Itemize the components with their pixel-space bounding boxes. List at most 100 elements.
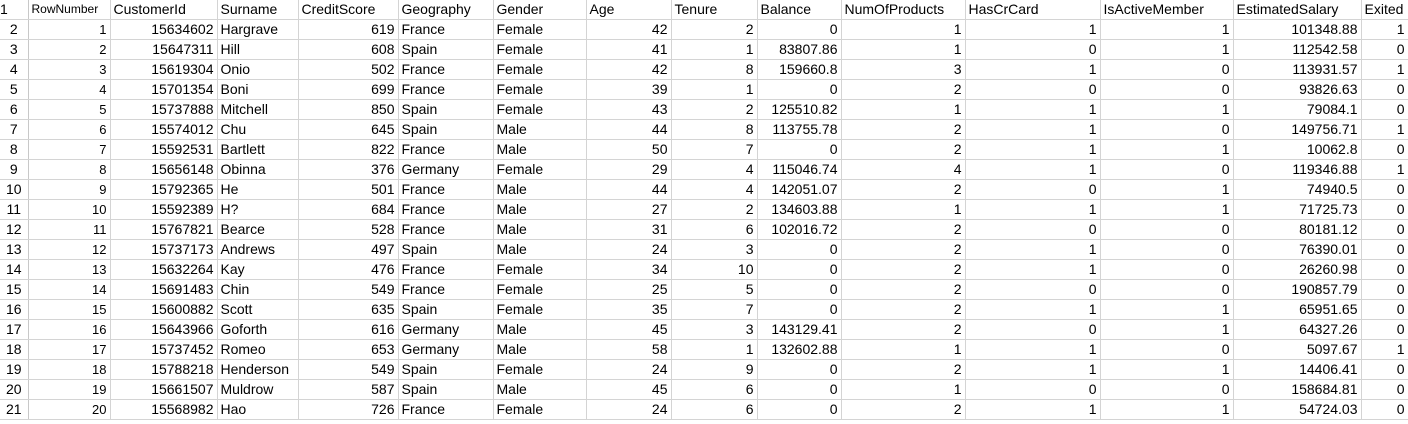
- cell-numofproducts[interactable]: 2: [841, 259, 966, 280]
- cell-hascrcard[interactable]: 1: [965, 159, 1101, 180]
- cell-numofproducts[interactable]: 1: [841, 339, 966, 360]
- cell-geography[interactable]: France: [398, 199, 494, 220]
- cell-tenure[interactable]: 9: [671, 359, 758, 380]
- cell-isactivemember[interactable]: 0: [1100, 259, 1234, 280]
- cell-estimatedsalary[interactable]: 64327.26: [1233, 319, 1362, 340]
- cell-isactivemember[interactable]: 0: [1100, 339, 1234, 360]
- row-header-2[interactable]: 2: [0, 19, 29, 40]
- cell-numofproducts[interactable]: 2: [841, 299, 966, 320]
- cell-balance[interactable]: 0: [757, 399, 842, 420]
- cell-balance[interactable]: 113755.78: [757, 119, 842, 140]
- cell-estimatedsalary[interactable]: 79084.1: [1233, 99, 1362, 120]
- cell-tenure[interactable]: 6: [671, 219, 758, 240]
- cell-rownumber[interactable]: 15: [28, 299, 111, 320]
- cell-customerid[interactable]: 15767821: [110, 219, 218, 240]
- cell-hascrcard[interactable]: 1: [965, 19, 1101, 40]
- cell-estimatedsalary[interactable]: 71725.73: [1233, 199, 1362, 220]
- cell-isactivemember[interactable]: 1: [1100, 199, 1234, 220]
- row-header-17[interactable]: 17: [0, 319, 29, 340]
- cell-balance[interactable]: 0: [757, 379, 842, 400]
- cell-creditscore[interactable]: 501: [298, 179, 399, 200]
- cell-surname[interactable]: Bearce: [217, 219, 299, 240]
- cell-balance[interactable]: 0: [757, 279, 842, 300]
- cell-balance[interactable]: 0: [757, 359, 842, 380]
- row-header-5[interactable]: 5: [0, 79, 29, 100]
- cell-age[interactable]: 43: [586, 99, 672, 120]
- cell-hascrcard[interactable]: 1: [965, 339, 1101, 360]
- cell-geography[interactable]: Spain: [398, 359, 494, 380]
- cell-hascrcard[interactable]: 0: [965, 379, 1101, 400]
- cell-exited[interactable]: 0: [1361, 79, 1408, 100]
- cell-customerid[interactable]: 15656148: [110, 159, 218, 180]
- cell-age[interactable]: 27: [586, 199, 672, 220]
- cell-balance[interactable]: 0: [757, 139, 842, 160]
- cell-numofproducts[interactable]: 1: [841, 99, 966, 120]
- cell-exited[interactable]: 0: [1361, 239, 1408, 260]
- cell-rownumber[interactable]: 11: [28, 219, 111, 240]
- cell-rownumber[interactable]: 20: [28, 399, 111, 420]
- cell-tenure[interactable]: 6: [671, 399, 758, 420]
- cell-exited[interactable]: 1: [1361, 159, 1408, 180]
- cell-numofproducts[interactable]: 2: [841, 139, 966, 160]
- cell-exited[interactable]: 1: [1361, 19, 1408, 40]
- cell-hascrcard[interactable]: 1: [965, 59, 1101, 80]
- cell-surname[interactable]: Hao: [217, 399, 299, 420]
- cell-numofproducts[interactable]: 2: [841, 279, 966, 300]
- cell-rownumber[interactable]: 17: [28, 339, 111, 360]
- cell-rownumber[interactable]: 6: [28, 119, 111, 140]
- cell-numofproducts[interactable]: 4: [841, 159, 966, 180]
- cell-rownumber[interactable]: 9: [28, 179, 111, 200]
- cell-geography[interactable]: Spain: [398, 39, 494, 60]
- cell-rownumber[interactable]: 18: [28, 359, 111, 380]
- cell-exited[interactable]: 0: [1361, 399, 1408, 420]
- cell-age[interactable]: 25: [586, 279, 672, 300]
- cell-rownumber[interactable]: 7: [28, 139, 111, 160]
- cell-exited[interactable]: 0: [1361, 299, 1408, 320]
- row-header-14[interactable]: 14: [0, 259, 29, 280]
- cell-customerid[interactable]: 15661507: [110, 379, 218, 400]
- cell-rownumber[interactable]: 19: [28, 379, 111, 400]
- cell-tenure[interactable]: 1: [671, 39, 758, 60]
- cell-gender[interactable]: Female: [493, 159, 587, 180]
- cell-exited[interactable]: 0: [1361, 219, 1408, 240]
- cell-balance[interactable]: 0: [757, 259, 842, 280]
- cell-estimatedsalary[interactable]: 158684.81: [1233, 379, 1362, 400]
- row-header-13[interactable]: 13: [0, 239, 29, 260]
- cell-surname[interactable]: He: [217, 179, 299, 200]
- cell-estimatedsalary[interactable]: 76390.01: [1233, 239, 1362, 260]
- cell-geography[interactable]: Spain: [398, 119, 494, 140]
- cell-customerid[interactable]: 15737173: [110, 239, 218, 260]
- cell-age[interactable]: 45: [586, 319, 672, 340]
- cell-tenure[interactable]: 6: [671, 379, 758, 400]
- column-header-cell[interactable]: HasCrCard: [965, 0, 1101, 20]
- cell-estimatedsalary[interactable]: 119346.88: [1233, 159, 1362, 180]
- cell-exited[interactable]: 1: [1361, 59, 1408, 80]
- cell-numofproducts[interactable]: 1: [841, 19, 966, 40]
- cell-creditscore[interactable]: 699: [298, 79, 399, 100]
- cell-gender[interactable]: Female: [493, 399, 587, 420]
- cell-creditscore[interactable]: 497: [298, 239, 399, 260]
- cell-customerid[interactable]: 15788218: [110, 359, 218, 380]
- cell-surname[interactable]: Boni: [217, 79, 299, 100]
- cell-isactivemember[interactable]: 1: [1100, 99, 1234, 120]
- cell-surname[interactable]: Kay: [217, 259, 299, 280]
- row-header-6[interactable]: 6: [0, 99, 29, 120]
- cell-age[interactable]: 24: [586, 399, 672, 420]
- cell-age[interactable]: 42: [586, 59, 672, 80]
- cell-tenure[interactable]: 8: [671, 119, 758, 140]
- cell-isactivemember[interactable]: 0: [1100, 219, 1234, 240]
- cell-exited[interactable]: 0: [1361, 199, 1408, 220]
- cell-tenure[interactable]: 5: [671, 279, 758, 300]
- column-header-cell[interactable]: IsActiveMember: [1100, 0, 1234, 20]
- row-header-7[interactable]: 7: [0, 119, 29, 140]
- cell-rownumber[interactable]: 10: [28, 199, 111, 220]
- cell-age[interactable]: 39: [586, 79, 672, 100]
- cell-tenure[interactable]: 10: [671, 259, 758, 280]
- cell-geography[interactable]: Spain: [398, 99, 494, 120]
- cell-geography[interactable]: Spain: [398, 299, 494, 320]
- cell-age[interactable]: 31: [586, 219, 672, 240]
- cell-geography[interactable]: France: [398, 59, 494, 80]
- cell-isactivemember[interactable]: 0: [1100, 279, 1234, 300]
- cell-exited[interactable]: 1: [1361, 339, 1408, 360]
- cell-hascrcard[interactable]: 1: [965, 299, 1101, 320]
